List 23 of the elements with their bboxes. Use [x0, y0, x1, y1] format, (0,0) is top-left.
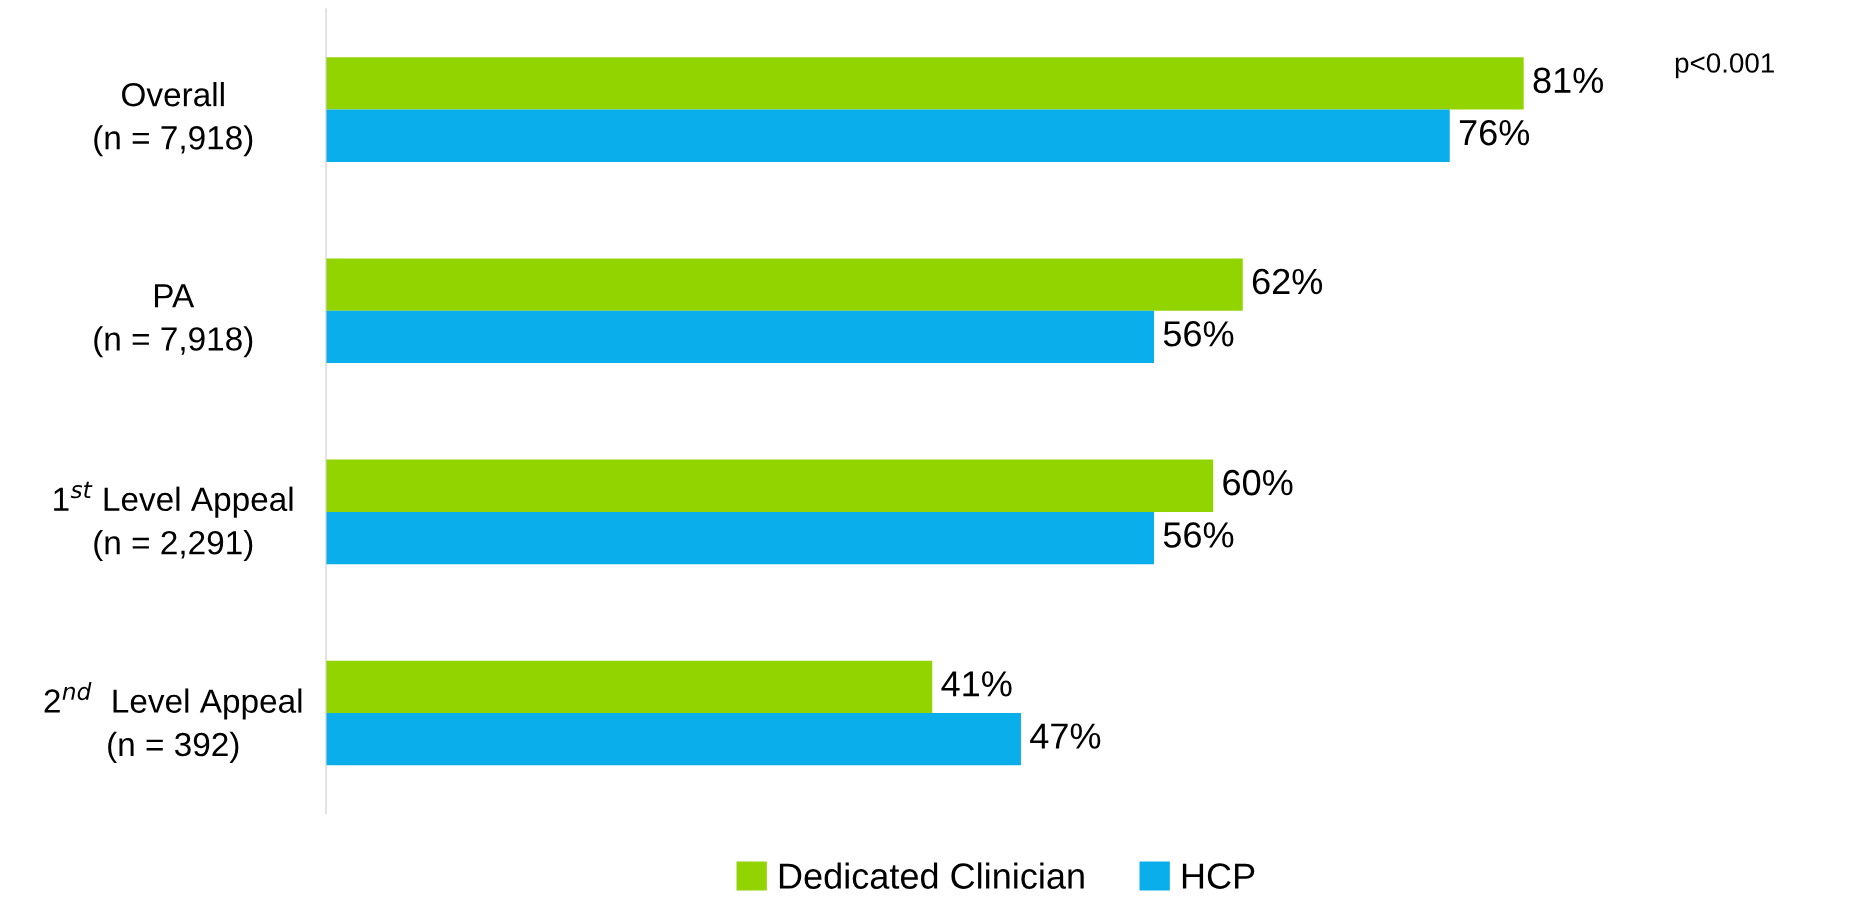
- bar: [326, 660, 933, 714]
- bar: [326, 310, 1155, 364]
- data-label: 81%: [1533, 67, 1603, 94]
- data-label: 41%: [941, 671, 1012, 697]
- bar: [326, 109, 1450, 162]
- y-tick-label: Overall (n = 7,918): [94, 82, 253, 157]
- data-label: 62%: [1252, 268, 1323, 295]
- bar: [326, 511, 1155, 565]
- legend-label: Dedicated Clinician: [779, 862, 1084, 889]
- data-label: 60%: [1223, 469, 1293, 496]
- y-tick-label: 2$^{nd}$ Level Appeal (n = 392): [44, 682, 302, 763]
- bar: [326, 459, 1214, 512]
- bar: [326, 258, 1243, 311]
- data-label: 47%: [1030, 723, 1101, 749]
- bar: [326, 713, 1021, 766]
- legend-label: HCP: [1182, 863, 1255, 889]
- data-label: 56%: [1163, 522, 1234, 548]
- y-tick-label: 1$^{st}$ Level Appeal (n = 2,291): [54, 481, 293, 562]
- data-label: 76%: [1459, 119, 1530, 146]
- bar: [326, 57, 1524, 110]
- text: p<0.001: [1675, 53, 1774, 79]
- data-label: 56%: [1163, 321, 1234, 347]
- y-tick-label: PA (n = 7,918): [94, 284, 253, 358]
